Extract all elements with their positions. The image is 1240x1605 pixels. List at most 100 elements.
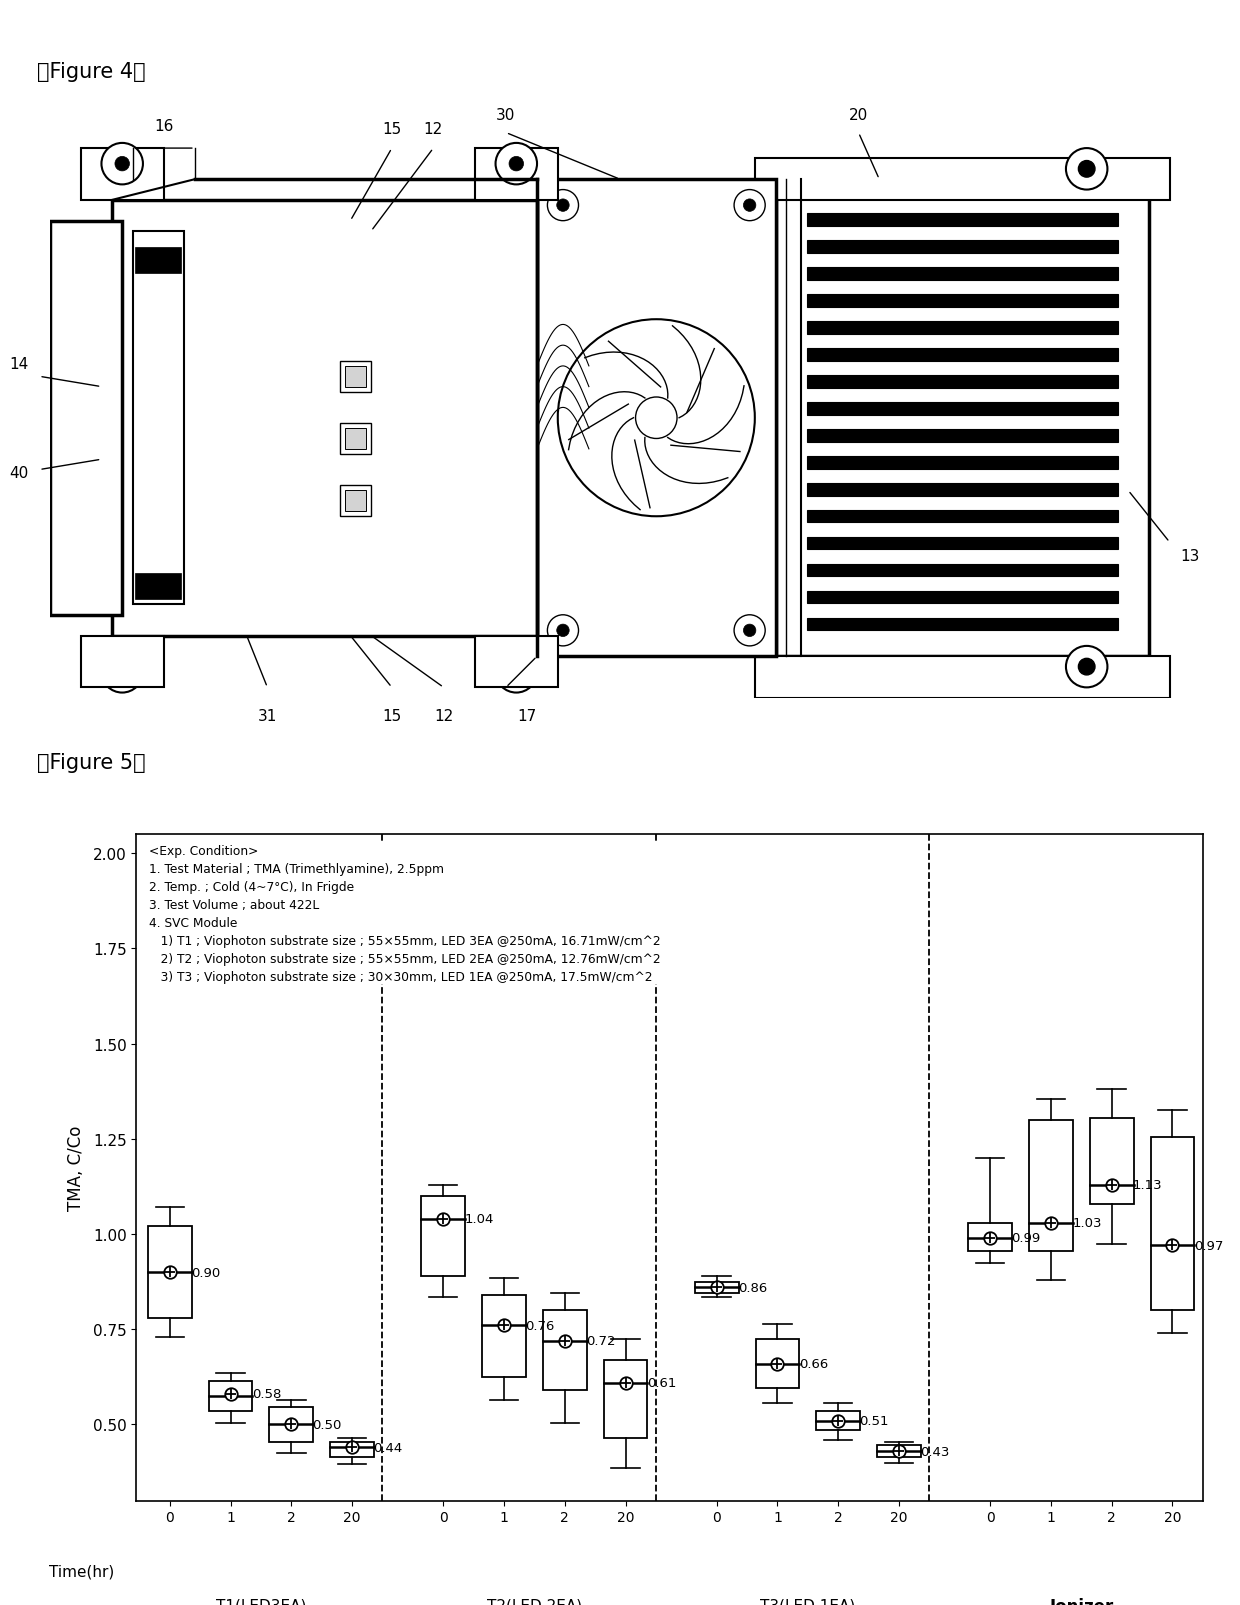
Text: 31: 31 <box>258 709 277 724</box>
Circle shape <box>636 398 677 440</box>
Text: 0.66: 0.66 <box>799 1358 828 1371</box>
Bar <box>807 295 1117 308</box>
Text: 40: 40 <box>9 465 29 480</box>
Bar <box>1090 1119 1133 1204</box>
Bar <box>877 1446 921 1457</box>
Circle shape <box>115 664 129 679</box>
Text: 0.58: 0.58 <box>252 1388 281 1401</box>
Bar <box>807 483 1117 496</box>
Text: Time(hr): Time(hr) <box>48 1563 114 1579</box>
Circle shape <box>115 157 129 172</box>
Circle shape <box>734 191 765 221</box>
Bar <box>50 221 123 615</box>
Text: 1.03: 1.03 <box>1073 1217 1101 1229</box>
Text: Ionizer: Ionizer <box>1049 1597 1114 1605</box>
Bar <box>1029 1120 1073 1252</box>
Text: 13: 13 <box>1180 549 1200 563</box>
Bar <box>345 429 366 449</box>
Text: 『Figure 4』: 『Figure 4』 <box>37 63 146 82</box>
Circle shape <box>547 191 579 221</box>
Text: 0.50: 0.50 <box>312 1419 342 1432</box>
Circle shape <box>558 319 755 517</box>
Circle shape <box>510 664 523 679</box>
Text: <Exp. Condition>
1. Test Material ; TMA (Trimethlyamine), 2.5ppm
2. Temp. ; Cold: <Exp. Condition> 1. Test Material ; TMA … <box>149 844 661 984</box>
Text: 1.13: 1.13 <box>1133 1178 1163 1191</box>
Circle shape <box>734 615 765 647</box>
Bar <box>807 457 1117 469</box>
Circle shape <box>510 157 523 172</box>
Bar <box>81 149 164 201</box>
Bar <box>330 1441 374 1457</box>
Circle shape <box>744 624 756 637</box>
Bar <box>807 215 1117 226</box>
Bar <box>775 180 1149 656</box>
Text: T2(LED 2EA): T2(LED 2EA) <box>487 1597 582 1605</box>
Bar <box>694 1282 739 1294</box>
Text: 0.44: 0.44 <box>373 1441 403 1454</box>
Bar <box>208 1380 253 1411</box>
Circle shape <box>744 199 756 212</box>
Text: 0.97: 0.97 <box>1194 1239 1223 1252</box>
Text: 16: 16 <box>154 119 174 133</box>
Circle shape <box>1079 660 1095 676</box>
Text: 0.90: 0.90 <box>191 1266 221 1279</box>
Bar <box>1151 1138 1194 1310</box>
Text: 15: 15 <box>382 122 402 136</box>
Y-axis label: TMA, C/Co: TMA, C/Co <box>67 1125 84 1210</box>
Bar <box>807 376 1117 388</box>
Bar <box>112 201 537 636</box>
Bar <box>422 1196 465 1276</box>
Bar <box>968 1223 1012 1252</box>
Circle shape <box>496 144 537 185</box>
Text: 15: 15 <box>382 709 402 724</box>
Text: T1(LED3EA): T1(LED3EA) <box>216 1597 306 1605</box>
Bar <box>148 1226 192 1318</box>
Text: 0.99: 0.99 <box>1012 1231 1040 1244</box>
Text: 14: 14 <box>9 356 29 372</box>
Bar <box>135 575 181 600</box>
Bar <box>807 323 1117 334</box>
Bar <box>340 486 371 517</box>
Text: 20: 20 <box>849 108 868 124</box>
Text: 0.76: 0.76 <box>526 1319 554 1332</box>
Circle shape <box>1066 647 1107 689</box>
Bar <box>604 1359 647 1438</box>
Bar <box>81 636 164 689</box>
Bar <box>807 403 1117 416</box>
Bar <box>345 366 366 387</box>
Bar <box>340 361 371 393</box>
Circle shape <box>547 615 579 647</box>
Text: 12: 12 <box>424 122 443 136</box>
Bar <box>537 180 775 656</box>
Text: 『Figure 5』: 『Figure 5』 <box>37 753 146 772</box>
Circle shape <box>1066 149 1107 191</box>
Bar <box>807 565 1117 578</box>
Bar <box>807 618 1117 631</box>
Bar <box>269 1408 314 1441</box>
Bar <box>340 424 371 454</box>
Bar <box>133 231 185 605</box>
Bar <box>475 636 558 689</box>
Text: T3(LED 1EA): T3(LED 1EA) <box>760 1597 856 1605</box>
Bar <box>135 247 181 273</box>
Circle shape <box>557 199 569 212</box>
Text: 0.61: 0.61 <box>647 1375 676 1390</box>
Bar <box>807 241 1117 254</box>
Text: 12: 12 <box>434 709 454 724</box>
Bar <box>475 149 558 201</box>
Text: 0.72: 0.72 <box>587 1334 615 1347</box>
Text: 0.51: 0.51 <box>859 1414 889 1427</box>
Bar <box>755 1339 800 1388</box>
Bar <box>807 348 1117 361</box>
Circle shape <box>102 144 143 185</box>
Bar <box>482 1295 526 1377</box>
Bar <box>807 538 1117 551</box>
Bar <box>807 268 1117 281</box>
Bar <box>807 592 1117 603</box>
Bar <box>816 1411 861 1430</box>
Text: 0.43: 0.43 <box>920 1444 950 1457</box>
Text: 0.86: 0.86 <box>738 1281 768 1294</box>
Bar <box>755 656 1169 698</box>
Bar <box>755 159 1169 201</box>
Bar <box>807 510 1117 523</box>
